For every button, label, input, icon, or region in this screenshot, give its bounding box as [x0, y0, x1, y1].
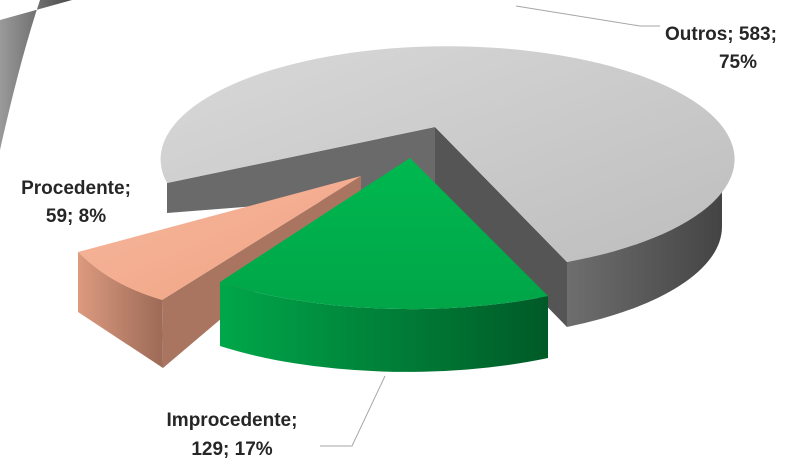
slice-outros-side-front [435, 127, 567, 327]
label-procedente-line1: Procedente; [21, 178, 131, 199]
slice-improcedente[interactable] [220, 158, 548, 372]
leader-line-outros [515, 5, 660, 27]
slice-improcedente-top [220, 158, 548, 310]
slice-procedente-top [78, 176, 361, 300]
slice-procedente-side [78, 252, 163, 368]
label-improcedente-line1: Improcedente; [167, 410, 298, 431]
slice-outros-side [567, 162, 722, 327]
label-outros-line2: 75% [719, 52, 757, 73]
slice-improcedente-side [220, 282, 548, 372]
leader-line-improcedente [320, 375, 386, 447]
decorative-arc [0, 0, 72, 150]
label-procedente-line2: 59; 8% [46, 206, 106, 227]
label-improcedente-line2: 129; 17% [191, 439, 272, 460]
label-outros-line1: Outros; 583; [665, 24, 777, 45]
slice-outros[interactable] [160, 46, 735, 327]
slice-outros-top [160, 46, 735, 262]
